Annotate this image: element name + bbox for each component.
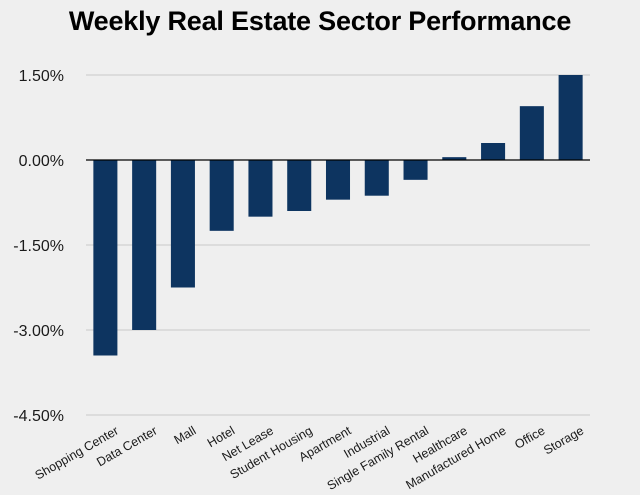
y-tick-label: 1.50% — [19, 68, 64, 85]
bar — [364, 160, 389, 196]
bar — [481, 143, 506, 160]
y-tick-label: -4.50% — [13, 408, 64, 425]
bar — [132, 160, 157, 330]
y-tick-labels: 1.50% 0.00% -1.50% -3.00% -4.50% — [13, 68, 64, 425]
bar — [287, 160, 312, 211]
y-tick-label: -1.50% — [13, 238, 64, 255]
chart-title: Weekly Real Estate Sector Performance — [68, 6, 572, 36]
bar — [209, 160, 234, 231]
gridlines — [86, 74, 590, 416]
bar — [170, 160, 195, 288]
y-tick-label: -3.00% — [13, 323, 64, 340]
category-label: Storage — [541, 423, 586, 457]
bar — [93, 160, 118, 356]
y-tick-label: 0.00% — [19, 153, 64, 170]
bar — [519, 106, 544, 160]
bars — [93, 75, 583, 356]
category-label: Mall — [172, 423, 199, 447]
bar — [248, 160, 273, 217]
bar — [558, 75, 583, 160]
bar — [442, 157, 467, 160]
bar — [403, 160, 428, 180]
bar — [325, 160, 351, 200]
